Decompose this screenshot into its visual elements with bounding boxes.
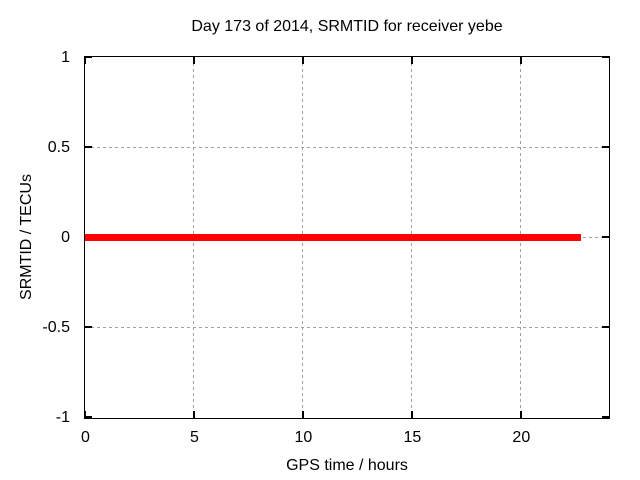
y-tick xyxy=(85,146,92,148)
x-axis-label: GPS time / hours xyxy=(286,457,408,474)
x-tick xyxy=(520,57,522,64)
x-tick xyxy=(84,57,86,64)
y-tick-label: 1 xyxy=(61,48,70,66)
y-tick-label: 0 xyxy=(61,228,70,246)
y-gridline xyxy=(85,326,609,328)
x-tick xyxy=(411,57,413,64)
x-tick-label: 15 xyxy=(403,429,422,446)
x-tick-label: 5 xyxy=(190,429,199,446)
chart-title: Day 173 of 2014, SRMTID for receiver yeb… xyxy=(191,18,503,35)
y-tick-label: -1 xyxy=(55,408,70,426)
y-tick xyxy=(85,56,92,58)
x-tick xyxy=(411,411,413,418)
y-tick xyxy=(85,326,92,328)
series-line-srmtid xyxy=(85,233,581,241)
y-tick xyxy=(85,416,92,418)
y-tick xyxy=(602,416,609,418)
x-tick xyxy=(302,57,304,64)
x-tick xyxy=(193,57,195,64)
y-tick xyxy=(602,146,609,148)
y-tick xyxy=(602,236,609,238)
y-gridline xyxy=(85,146,609,148)
y-tick-label: 0.5 xyxy=(47,138,70,156)
y-tick xyxy=(602,56,609,58)
x-tick-label: 20 xyxy=(512,429,531,446)
y-tick xyxy=(602,326,609,328)
x-tick xyxy=(302,411,304,418)
plot-area xyxy=(84,56,610,419)
y-tick-label: -0.5 xyxy=(42,318,70,336)
x-tick xyxy=(193,411,195,418)
x-tick-label: 10 xyxy=(294,429,313,446)
x-tick xyxy=(520,411,522,418)
x-tick-label: 0 xyxy=(81,429,90,446)
x-tick xyxy=(84,411,86,418)
